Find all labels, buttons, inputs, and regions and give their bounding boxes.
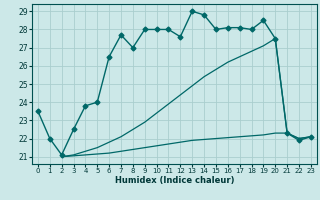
X-axis label: Humidex (Indice chaleur): Humidex (Indice chaleur) (115, 176, 234, 185)
